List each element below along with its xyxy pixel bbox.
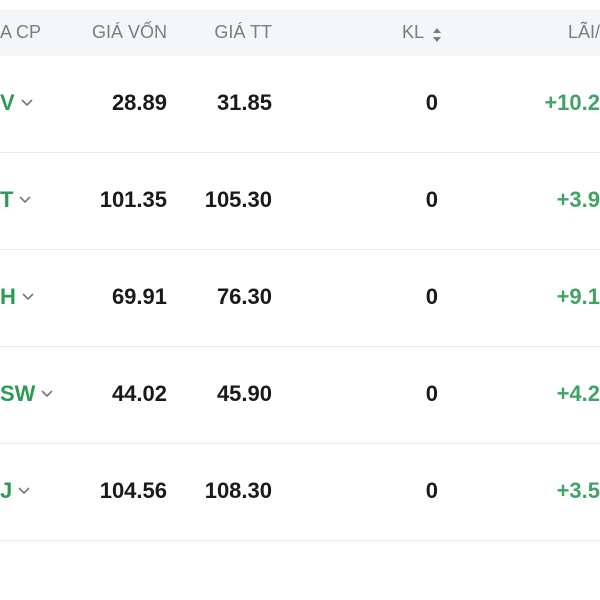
price: 45.90 — [216, 381, 272, 406]
chevron[interactable] — [19, 196, 32, 204]
chevron[interactable] — [21, 99, 33, 107]
sort-icon[interactable] — [431, 27, 443, 43]
volume: 0 — [425, 187, 438, 212]
profit: +3.9 — [556, 187, 600, 212]
header-cell: A CP — [0, 22, 42, 42]
profit: +9.1 — [556, 284, 600, 309]
ticker-cell[interactable]: SW — [0, 381, 54, 407]
cost: 28.89 — [111, 90, 167, 115]
table-row[interactable]: V 28.89 31.85 0 +10.2 — [0, 56, 600, 153]
cost: 101.35 — [99, 187, 167, 212]
table-row[interactable]: J 104.56 108.30 0 +3.5 — [0, 444, 600, 541]
cost: 44.02 — [111, 381, 167, 406]
table-header: A CP GIÁ VỐN GIÁ TT KL LÃI/ — [0, 10, 600, 56]
ticker-cell[interactable]: V — [0, 90, 33, 116]
volume: 0 — [425, 90, 438, 115]
volume: 0 — [425, 284, 438, 309]
price: 108.30 — [204, 478, 272, 503]
chevron[interactable] — [41, 390, 54, 398]
ticker-cell[interactable]: J — [0, 478, 30, 504]
header-cell: LÃI/ — [567, 22, 600, 42]
volume: 0 — [425, 478, 438, 503]
chevron[interactable] — [22, 293, 34, 301]
profit: +10.2 — [544, 90, 600, 115]
header-cell[interactable]: KL — [402, 22, 425, 42]
table-row[interactable]: H 69.91 76.30 0 +9.1 — [0, 250, 600, 347]
profit: +4.2 — [556, 381, 600, 406]
chevron[interactable] — [18, 487, 30, 495]
price: 76.30 — [216, 284, 272, 309]
ticker: V — [0, 90, 15, 115]
header-cell: GIÁ VỐN — [91, 22, 167, 42]
header-cell: GIÁ TT — [214, 22, 272, 42]
cost: 104.56 — [99, 478, 167, 503]
ticker: J — [0, 478, 13, 503]
profit: +3.5 — [556, 478, 600, 503]
ticker-cell[interactable]: H — [0, 284, 34, 310]
ticker: H — [0, 284, 16, 309]
price: 105.30 — [204, 187, 272, 212]
table-row[interactable]: T 101.35 105.30 0 +3.9 — [0, 153, 600, 250]
ticker: SW — [0, 381, 36, 406]
price: 31.85 — [216, 90, 272, 115]
volume: 0 — [425, 381, 438, 406]
cost: 69.91 — [111, 284, 167, 309]
ticker: T — [0, 187, 14, 212]
ticker-cell[interactable]: T — [0, 187, 32, 213]
table-row[interactable]: SW 44.02 45.90 0 +4.2 — [0, 347, 600, 444]
